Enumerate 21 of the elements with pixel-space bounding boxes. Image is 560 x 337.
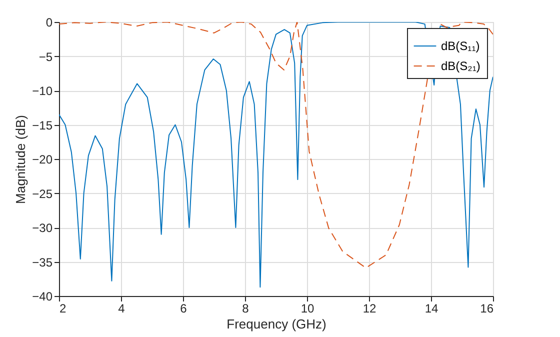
y-tick-label: −40 — [32, 290, 53, 304]
x-tick-label: 12 — [362, 302, 376, 316]
y-tick-label: −10 — [32, 84, 53, 98]
x-tick-label: 4 — [118, 302, 126, 316]
x-tick-label: 16 — [480, 302, 494, 316]
x-tick-label: 2 — [60, 302, 66, 316]
y-tick-label: −5 — [38, 50, 53, 64]
legend-label: dB(S₂₁) — [441, 59, 480, 73]
legend-label: dB(S₁₁) — [441, 39, 480, 53]
x-tick-label: 14 — [424, 302, 438, 316]
x-tick-label: 8 — [242, 302, 250, 316]
y-tick-label: −15 — [32, 118, 53, 132]
x-tick-label: 10 — [300, 302, 314, 316]
y-tick-label: −20 — [32, 152, 53, 166]
y-tick-label: −30 — [32, 221, 53, 235]
x-axis-title: Frequency (GHz) — [226, 316, 326, 332]
y-tick-label: −25 — [32, 186, 53, 201]
x-tick-label: 6 — [180, 302, 188, 316]
y-axis-title: Magnitude (dB) — [13, 115, 28, 204]
y-tick-label: 0 — [46, 16, 53, 30]
y-tick-label: −35 — [32, 255, 53, 270]
